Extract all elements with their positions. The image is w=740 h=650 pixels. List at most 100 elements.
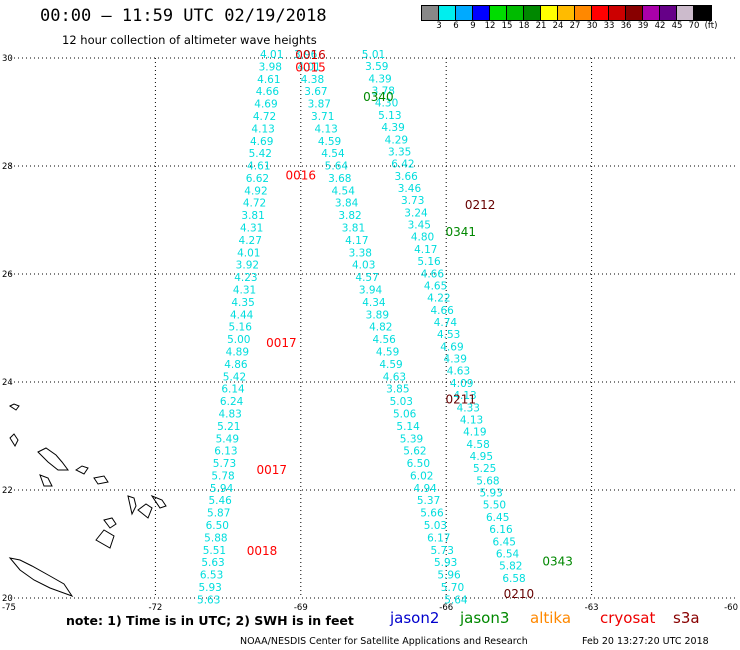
swh-value-track-b: 4.56 [372, 334, 396, 346]
swh-value-track-a: 5.93 [198, 582, 221, 594]
swh-value-track-c: 4.19 [463, 427, 486, 439]
island-outline [137, 503, 153, 519]
swh-value-track-b: 4.59 [376, 346, 399, 358]
swh-value-track-b: 5.66 [420, 508, 444, 520]
legend-label: 3 [436, 21, 442, 31]
legend-label: 36 [620, 21, 632, 31]
island-outline [75, 465, 89, 475]
swh-value-track-c: 4.65 [424, 280, 447, 292]
legend-swatch [473, 6, 490, 20]
swh-value-track-b: 4.57 [355, 272, 378, 284]
swh-value-track-b: 5.64 [325, 161, 349, 173]
swh-value-track-c: 4.39 [444, 354, 467, 366]
swh-value-track-c: 4.17 [414, 244, 437, 256]
satellite-altika: altika [530, 609, 572, 627]
swh-value-track-c: 4.13 [453, 390, 476, 402]
swh-value-track-b: 5.14 [396, 421, 420, 433]
legend-label: 21 [535, 21, 547, 31]
swh-value-track-a: 4.44 [230, 309, 254, 321]
swh-value-track-c: 5.93 [479, 488, 502, 500]
legend-label: 18 [518, 21, 530, 31]
swh-value-track-c: 4.29 [385, 134, 408, 146]
swh-value-track-c: 6.54 [496, 548, 520, 560]
swh-value-track-c: 4.22 [427, 293, 450, 305]
swh-value-track-b: 6.02 [410, 470, 433, 482]
legend-label: 45 [671, 21, 683, 31]
swh-value-track-c: 4.63 [447, 366, 470, 378]
swh-value-track-a: 4.69 [254, 99, 277, 111]
pass-time-label: 0341 [445, 225, 476, 239]
pass-time-label: 0017 [266, 336, 297, 350]
swh-value-track-c: 4.66 [421, 268, 445, 280]
color-legend [421, 5, 712, 21]
pass-time-label: 0211 [445, 393, 476, 407]
swh-value-track-c: 5.25 [473, 463, 496, 475]
swh-value-track-a: 3.92 [236, 260, 259, 272]
swh-value-track-c: 4.69 [440, 341, 463, 353]
swh-value-track-b: 5.03 [424, 520, 447, 532]
swh-value-track-b: 4.01 [297, 61, 320, 73]
swh-value-track-b: 3.87 [308, 99, 331, 111]
island-outline [37, 447, 69, 471]
swh-value-track-b: 4.38 [301, 74, 324, 86]
swh-value-track-c: 5.82 [499, 561, 522, 573]
swh-value-track-b: 4.59 [379, 359, 402, 371]
swh-value-track-a: 4.27 [239, 235, 262, 247]
swh-value-track-b: 5.62 [403, 446, 426, 458]
x-tick-label: -60 [724, 603, 738, 613]
x-tick-label: -75 [2, 603, 16, 613]
swh-value-track-a: 4.69 [250, 136, 273, 148]
pass-time-label: 0016 [286, 169, 317, 183]
swh-value-track-a: 5.00 [227, 334, 250, 346]
y-tick-label: 22 [2, 486, 13, 496]
legend-label: 42 [654, 21, 666, 31]
pass-time-label: 0212 [465, 198, 496, 212]
swh-value-track-b: 4.17 [345, 235, 368, 247]
swh-value-track-b: 5.70 [441, 582, 464, 594]
y-tick-label: 24 [2, 378, 13, 388]
pass-time-label: 0340 [363, 90, 394, 104]
island-outline [150, 494, 167, 509]
legend-label: 24 [552, 21, 564, 31]
pass-time-label: 0015 [295, 61, 326, 75]
legend-swatch [558, 6, 575, 20]
swh-value-track-c: 4.58 [466, 439, 489, 451]
swh-value-track-a: 4.13 [251, 123, 274, 135]
legend-swatch [507, 6, 524, 20]
legend-swatch [439, 6, 456, 20]
swh-value-track-a: 3.98 [259, 61, 282, 73]
swh-value-track-a: 4.66 [256, 86, 280, 98]
swh-value-track-b: 3.67 [304, 86, 327, 98]
island-outline [103, 517, 117, 529]
swh-value-track-b: 3.94 [359, 285, 383, 297]
swh-value-track-a: 4.23 [234, 272, 257, 284]
legend-label: 33 [603, 21, 615, 31]
swh-value-track-c: 5.16 [417, 256, 441, 268]
satellite-cryosat: cryosat [600, 609, 656, 627]
swh-value-track-a: 6.53 [200, 570, 223, 582]
swh-value-track-c: 6.42 [391, 159, 414, 171]
swh-value-track-a: 4.01 [260, 49, 283, 61]
swh-value-track-b: 3.82 [338, 210, 361, 222]
swh-value-track-b: 4.54 [321, 148, 345, 160]
swh-value-track-b: 6.17 [427, 532, 450, 544]
swh-value-track-b: 3.89 [366, 309, 389, 321]
swh-value-track-c: 3.24 [404, 207, 428, 219]
swh-value-track-c: 4.30 [375, 98, 398, 110]
legend-swatch [490, 6, 507, 20]
swh-value-track-a: 4.35 [231, 297, 254, 309]
legend-label: 9 [470, 21, 476, 31]
swh-value-track-a: 6.13 [214, 446, 237, 458]
legend-swatch [626, 6, 643, 20]
swh-value-track-c: 5.50 [483, 500, 506, 512]
y-tick-label: 30 [2, 54, 13, 64]
satellite-jason2: jason2 [390, 609, 440, 627]
swh-value-track-c: 3.45 [408, 220, 431, 232]
swh-value-track-a: 4.31 [233, 285, 256, 297]
swh-value-track-a: 6.50 [206, 520, 229, 532]
island-outline [39, 474, 53, 487]
swh-value-track-a: 5.16 [229, 322, 253, 334]
pass-time-label: 0017 [256, 463, 287, 477]
swh-value-track-b: 4.63 [383, 371, 406, 383]
swh-value-track-c: 3.46 [398, 183, 422, 195]
